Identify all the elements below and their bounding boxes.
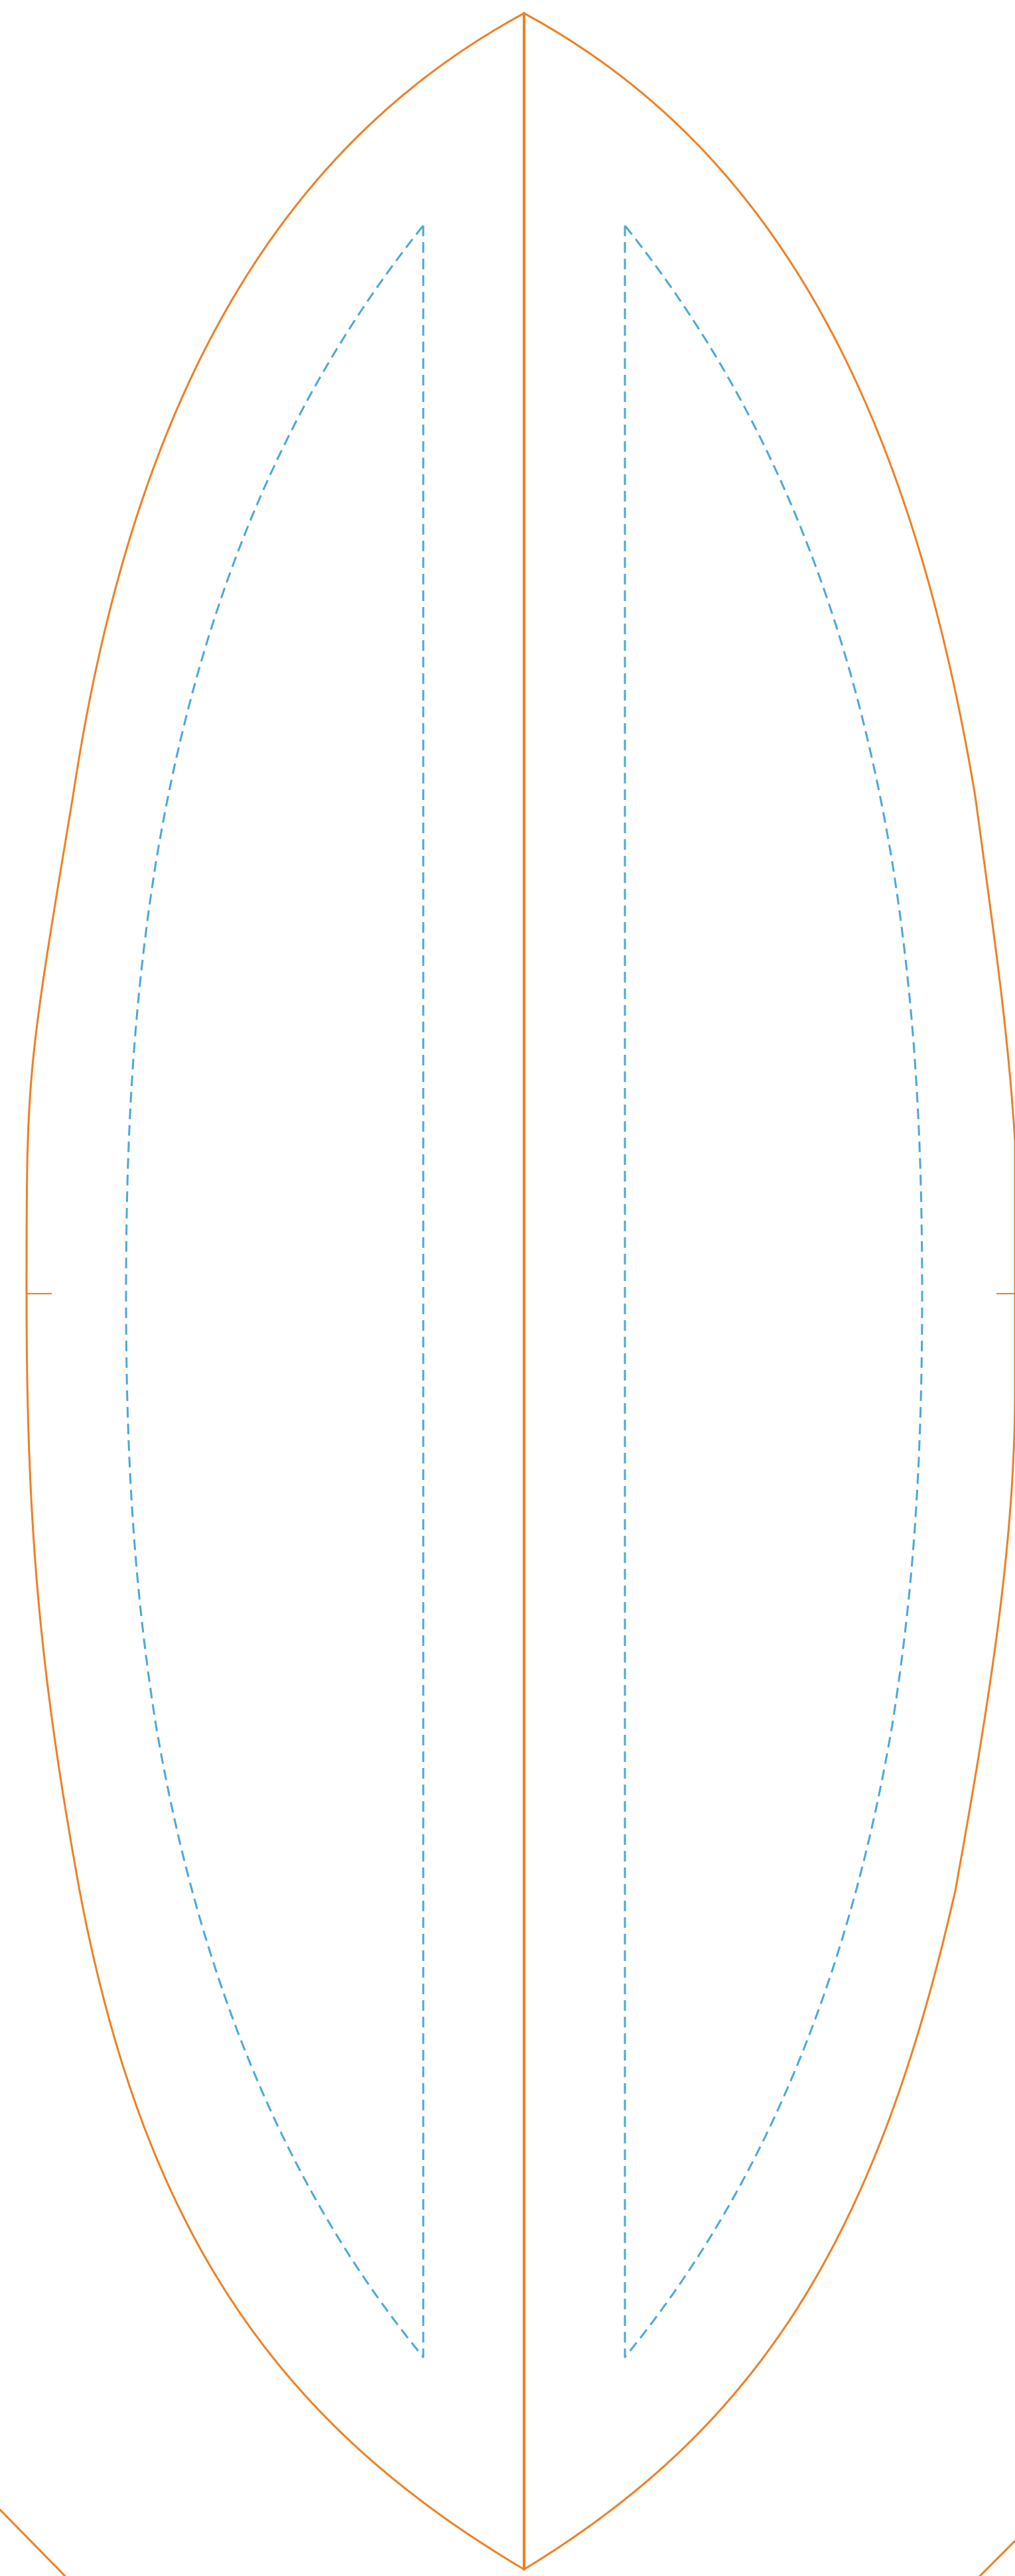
outer-lens-cut-outline (25, 12, 1015, 2571)
bottom-right-corner-cut (979, 2540, 1015, 2576)
left-inner-fold-panel (125, 224, 425, 2358)
bottom-left-corner-cut (0, 2508, 66, 2576)
right-inner-fold-panel (624, 224, 923, 2358)
